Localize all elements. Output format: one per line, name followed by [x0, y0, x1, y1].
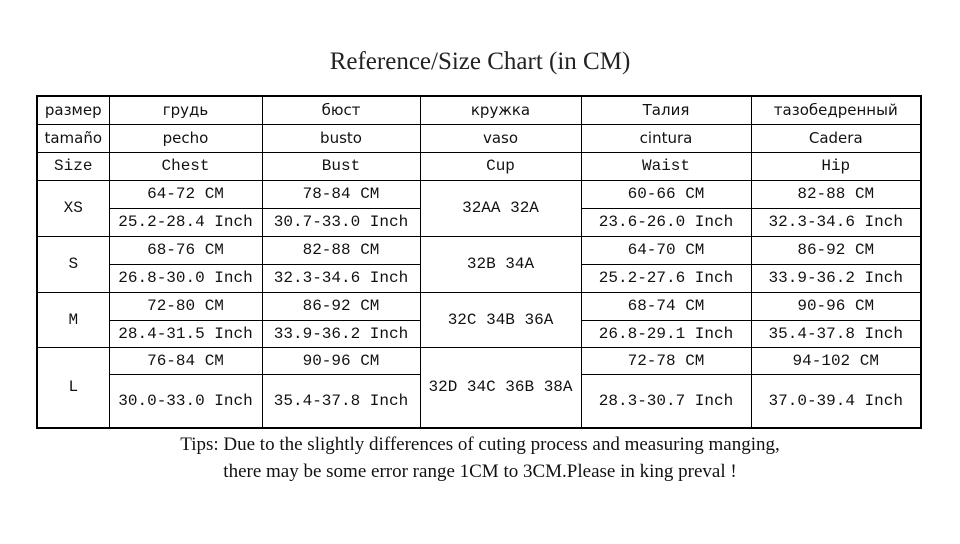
size-cell: S: [36, 235, 110, 293]
table-row: 28.4-31.5 Inch 33.9-36.2 Inch 26.8-29.1 In…: [37, 319, 922, 348]
header-cell: Bust: [261, 151, 421, 181]
inch-cell: 30.0-33.0 Inch: [108, 373, 263, 429]
inch-cell: 35.4-37.8 Inch: [261, 373, 421, 429]
header-cell: tamaño: [36, 123, 110, 153]
cup-cell: 32D 34C 36B 38A: [419, 346, 582, 429]
cm-cell: 68-76 CM: [108, 235, 263, 265]
inch-cell: 26.8-29.1 Inch: [580, 319, 752, 348]
header-cell: pecho: [108, 123, 263, 153]
header-cell: Chest: [108, 151, 263, 181]
inch-cell: 35.4-37.8 Inch: [750, 319, 922, 348]
header-cell: vaso: [419, 123, 582, 153]
table-row: L 76-84 CM 90-96 CM 32D 34C 36B 38A 72-78 CM…: [36, 346, 922, 429]
cm-cell: 76-84 CM: [108, 346, 263, 375]
header-cell: Waist: [580, 151, 752, 181]
tip-line: there may be some error range 1CM to 3CM…: [223, 461, 737, 482]
header-cell: грудь: [108, 95, 263, 125]
inch-cell: 32.3-34.6 Inch: [750, 207, 922, 237]
table-row: 30.0-33.0 Inch 35.4-37.8 Inch 28.3-30.7 In…: [37, 373, 922, 429]
table-row: Size Chest Bust Cup Waist Hip: [36, 151, 922, 181]
header-cell: кружка: [419, 95, 582, 125]
header-cell: Cup: [419, 151, 582, 181]
table-row: tamaño pecho busto vaso cintura Cadera: [36, 123, 922, 153]
table-row: XS 64-72 CM 78-84 CM 32AA 32A 60-66 CM 82-88 …: [36, 179, 922, 237]
inch-cell: 37.0-39.4 Inch: [750, 373, 922, 429]
header-cell: Size: [36, 151, 110, 181]
table-row: 25.2-28.4 Inch 30.7-33.0 Inch 23.6-26.0 In…: [37, 207, 922, 237]
header-cell: busto: [261, 123, 421, 153]
table-row: M 72-80 CM 86-92 CM 32C 34B 36A 68-74 CM 90-9…: [36, 291, 922, 348]
inch-cell: 33.9-36.2 Inch: [750, 263, 922, 293]
size-cell: M: [36, 291, 110, 348]
size-table: размер грудь бюст кружка Талия тазобедренный t…: [36, 95, 922, 429]
table-row: S 68-76 CM 82-88 CM 32B 34A 64-70 CM 86-92 CM: [36, 235, 922, 293]
cm-cell: 72-80 CM: [108, 291, 263, 321]
header-cell: cintura: [580, 123, 752, 153]
cup-cell: 32C 34B 36A: [419, 291, 582, 348]
inch-cell: 32.3-34.6 Inch: [261, 263, 421, 293]
cm-cell: 82-88 CM: [261, 235, 421, 265]
cm-cell: 64-72 CM: [108, 179, 263, 209]
inch-cell: 23.6-26.0 Inch: [580, 207, 752, 237]
size-cell: L: [36, 346, 110, 429]
table-row: размер грудь бюст кружка Талия тазобедренный: [36, 95, 922, 125]
cm-cell: 78-84 CM: [261, 179, 421, 209]
header-cell: размер: [36, 95, 110, 125]
cm-cell: 86-92 CM: [261, 291, 421, 321]
cm-cell: 90-96 CM: [261, 346, 421, 375]
header-cell: тазобедренный: [750, 95, 922, 125]
cup-cell: 32AA 32A: [419, 179, 582, 237]
cm-cell: 60-66 CM: [580, 179, 752, 209]
inch-cell: 25.2-27.6 Inch: [580, 263, 752, 293]
header-cell: Cadera: [750, 123, 922, 153]
header-cell: Талия: [580, 95, 752, 125]
size-cell: XS: [36, 179, 110, 237]
header-cell: бюст: [261, 95, 421, 125]
cm-cell: 90-96 CM: [750, 291, 922, 321]
inch-cell: 33.9-36.2 Inch: [261, 319, 421, 348]
inch-cell: 28.3-30.7 Inch: [580, 373, 752, 429]
cup-cell: 32B 34A: [419, 235, 582, 293]
cm-cell: 82-88 CM: [750, 179, 922, 209]
cm-cell: 94-102 CM: [750, 346, 922, 375]
cm-cell: 64-70 CM: [580, 235, 752, 265]
inch-cell: 25.2-28.4 Inch: [108, 207, 263, 237]
inch-cell: 26.8-30.0 Inch: [108, 263, 263, 293]
cm-cell: 86-92 CM: [750, 235, 922, 265]
header-cell: Hip: [750, 151, 922, 181]
title: Reference/Size Chart (in CM): [329, 48, 631, 75]
table-row: 26.8-30.0 Inch 32.3-34.6 Inch 25.2-27.6 In…: [37, 263, 922, 293]
inch-cell: 28.4-31.5 Inch: [108, 319, 263, 348]
tip-line: Tips: Due to the slightly differences of…: [180, 434, 780, 455]
cm-cell: 68-74 CM: [580, 291, 752, 321]
cm-cell: 72-78 CM: [580, 346, 752, 375]
inch-cell: 30.7-33.0 Inch: [261, 207, 421, 237]
